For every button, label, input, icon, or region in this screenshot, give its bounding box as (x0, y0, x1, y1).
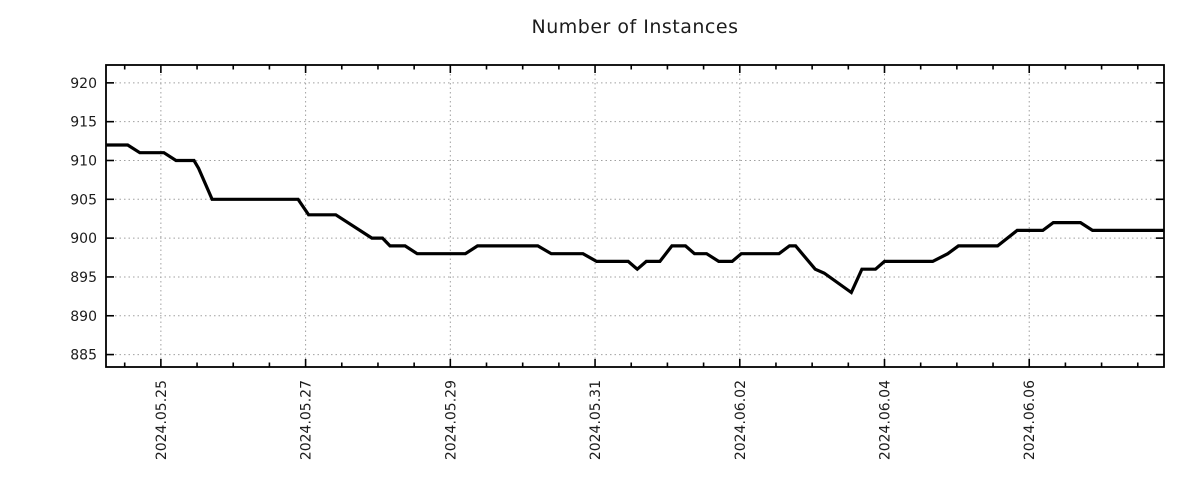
x-tick-label: 2024.06.02 (733, 380, 749, 460)
chart-title: Number of Instances (531, 16, 739, 38)
x-tick-label: 2024.05.29 (443, 380, 459, 460)
y-tick-label: 890 (70, 309, 97, 325)
x-tick-label: 2024.06.06 (1022, 380, 1038, 460)
y-tick-label: 910 (70, 153, 97, 169)
x-tick-label: 2024.05.25 (154, 380, 170, 460)
y-tick-label: 905 (70, 192, 97, 208)
y-tick-label: 920 (70, 76, 97, 92)
series-line-instances (106, 143, 1164, 295)
x-tick-label: 2024.05.31 (588, 380, 604, 460)
x-tick-label: 2024.06.04 (877, 380, 893, 460)
y-tick-label: 900 (70, 231, 97, 247)
y-tick-label: 915 (70, 115, 97, 131)
x-tick-label: 2024.05.27 (299, 380, 315, 460)
plot-border (105, 64, 1165, 368)
y-tick-label: 895 (70, 270, 97, 286)
y-tick-label: 885 (70, 348, 97, 364)
